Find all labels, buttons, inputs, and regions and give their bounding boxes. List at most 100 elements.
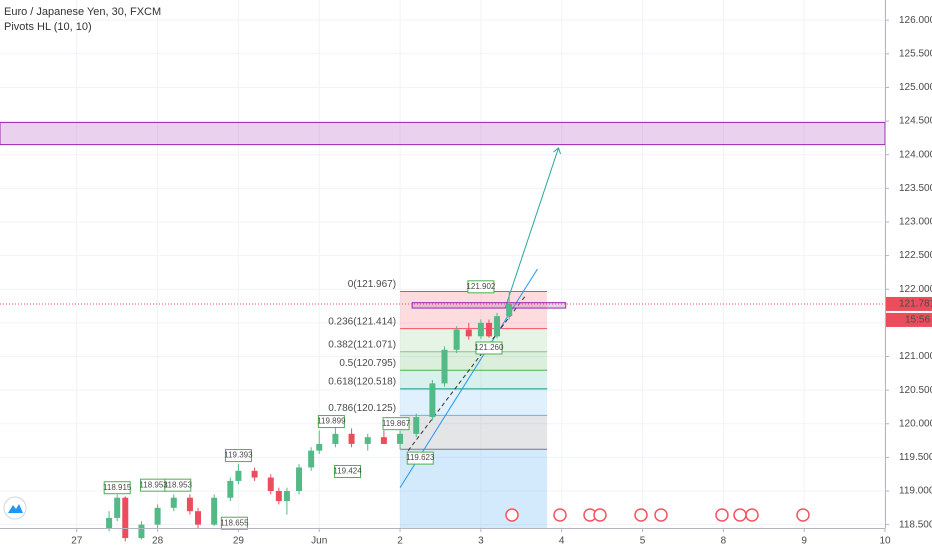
x-tick-label: 2 bbox=[397, 536, 403, 547]
pivot-label: 119.623 bbox=[406, 453, 435, 462]
candle-body bbox=[267, 477, 274, 492]
y-tick-label: 124.000 bbox=[899, 149, 932, 160]
candle-body bbox=[186, 497, 193, 512]
y-tick-label: 122.000 bbox=[899, 284, 932, 295]
candle-body bbox=[283, 491, 290, 502]
candle-body bbox=[251, 470, 258, 478]
candle-body bbox=[485, 322, 492, 337]
fib-label: 0.5(120.795) bbox=[339, 358, 396, 369]
fib-label: 0.618(120.518) bbox=[328, 377, 396, 388]
x-tick-label: Jun bbox=[311, 536, 327, 547]
countdown-label: 15:56 bbox=[905, 315, 930, 326]
candle-body bbox=[429, 383, 436, 418]
y-tick-label: 122.500 bbox=[899, 250, 932, 261]
last-price-label: 121.781 bbox=[899, 299, 932, 310]
fib-band bbox=[400, 388, 548, 416]
candle-body bbox=[465, 329, 472, 337]
y-tick-label: 125.500 bbox=[899, 48, 932, 59]
fib-band bbox=[400, 328, 548, 352]
range-box bbox=[411, 302, 567, 309]
x-tick-label: 4 bbox=[559, 536, 565, 547]
candle-body bbox=[332, 433, 339, 444]
fib-label: 0.236(121.414) bbox=[328, 316, 396, 327]
fib-label: 0.786(120.125) bbox=[328, 403, 396, 414]
x-tick-label: 27 bbox=[71, 536, 83, 547]
x-tick-label: 9 bbox=[801, 536, 807, 547]
x-tick-label: 3 bbox=[478, 536, 484, 547]
trend-line bbox=[399, 268, 538, 488]
candle-body bbox=[348, 433, 355, 444]
x-tick-label: 28 bbox=[152, 536, 164, 547]
pivot-label: 119.424 bbox=[333, 467, 362, 476]
candle-body bbox=[316, 443, 323, 451]
chart-title: Euro / Japanese Yen, 30, FXCM bbox=[4, 6, 161, 18]
y-tick-label: 120.000 bbox=[899, 418, 932, 429]
candle-body bbox=[170, 497, 177, 508]
pivot-box bbox=[220, 516, 248, 530]
y-tick-label: 121.000 bbox=[899, 351, 932, 362]
pivot-label: 118.915 bbox=[103, 483, 132, 492]
pivot-label: 118.953 bbox=[139, 480, 168, 489]
pivot-label: 119.393 bbox=[224, 451, 253, 460]
candle-body bbox=[138, 524, 145, 539]
pivot-box bbox=[334, 464, 362, 478]
fib-band bbox=[400, 291, 548, 329]
y-tick-label: 123.500 bbox=[899, 183, 932, 194]
fib-band bbox=[400, 370, 548, 389]
y-tick-label: 126.000 bbox=[899, 15, 932, 26]
candle-body bbox=[441, 349, 448, 384]
countdown-box bbox=[886, 312, 932, 327]
plot-area bbox=[0, 0, 886, 542]
trend-line-dashed bbox=[407, 295, 526, 451]
y-tick-label: 125.000 bbox=[899, 82, 932, 93]
indicator-name: Pivots HL (10, 10) bbox=[4, 21, 92, 33]
pivot-box bbox=[382, 417, 410, 431]
candle-body bbox=[453, 329, 460, 350]
x-tick-label: 29 bbox=[233, 536, 245, 547]
resistance-zone bbox=[0, 121, 886, 146]
projection-arrow bbox=[504, 147, 559, 309]
candle-body bbox=[397, 433, 404, 444]
candle-body bbox=[211, 497, 218, 525]
pivot-box bbox=[467, 280, 495, 294]
logo[interactable] bbox=[3, 496, 27, 520]
y-tick-label: 119.000 bbox=[899, 486, 932, 497]
candle-body bbox=[114, 497, 121, 518]
y-tick-label: 118.500 bbox=[899, 519, 932, 530]
candle-body bbox=[122, 497, 129, 539]
x-tick-label: 5 bbox=[640, 536, 646, 547]
candle-body bbox=[506, 304, 513, 317]
candle-body bbox=[380, 437, 387, 444]
pivot-label: 118.655 bbox=[220, 518, 249, 527]
candle-body bbox=[308, 450, 315, 468]
pivot-box bbox=[406, 451, 434, 465]
pivot-box bbox=[103, 481, 131, 495]
fib-label: 0.382(121.071) bbox=[328, 339, 396, 350]
x-tick-label: 10 bbox=[879, 536, 891, 547]
candle-body bbox=[235, 470, 242, 481]
pivot-label: 121.902 bbox=[466, 282, 495, 291]
event-icons bbox=[505, 508, 810, 522]
pivot-box bbox=[224, 449, 252, 463]
candle-body bbox=[494, 316, 501, 337]
candle-body bbox=[364, 437, 371, 444]
pivot-label: 119.867 bbox=[382, 419, 411, 428]
pivot-label: 119.899 bbox=[317, 417, 346, 426]
y-tick-label: 124.500 bbox=[899, 116, 932, 127]
y-tick-label: 120.500 bbox=[899, 385, 932, 396]
pivot-label: 121.260 bbox=[475, 343, 504, 352]
candle-body bbox=[154, 507, 161, 525]
last-price-box bbox=[886, 296, 932, 311]
y-tick-label: 123.000 bbox=[899, 217, 932, 228]
x-tick-label: 8 bbox=[721, 536, 727, 547]
arrow-head bbox=[553, 147, 561, 155]
y-tick-label: 119.500 bbox=[899, 452, 932, 463]
pivot-box bbox=[475, 341, 503, 355]
candle-body bbox=[275, 491, 282, 502]
fib-label: 0(121.967) bbox=[348, 279, 396, 290]
candle-body bbox=[477, 322, 484, 337]
candle-body bbox=[195, 511, 202, 525]
fib-band bbox=[400, 415, 548, 450]
